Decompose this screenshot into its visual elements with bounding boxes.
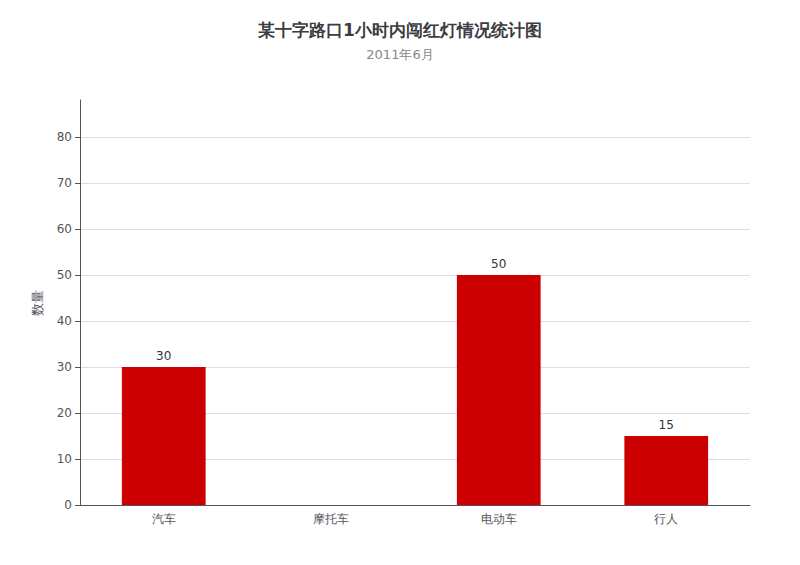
svg-text:汽车: 汽车	[152, 512, 176, 526]
svg-text:15: 15	[659, 418, 674, 432]
svg-text:0: 0	[64, 498, 72, 512]
svg-text:40: 40	[57, 314, 72, 328]
svg-text:2011年6月: 2011年6月	[366, 47, 433, 62]
svg-text:行人: 行人	[654, 512, 678, 526]
svg-text:30: 30	[156, 349, 171, 363]
svg-text:50: 50	[57, 268, 72, 282]
svg-text:10: 10	[57, 452, 72, 466]
svg-text:60: 60	[57, 222, 72, 236]
svg-text:70: 70	[57, 176, 72, 190]
svg-text:20: 20	[57, 406, 72, 420]
svg-text:电动车: 电动车	[481, 512, 517, 526]
svg-text:30: 30	[57, 360, 72, 374]
svg-text:摩托车: 摩托车	[313, 512, 349, 526]
svg-text:某十字路口1小时内闯红灯情况统计图: 某十字路口1小时内闯红灯情况统计图	[257, 20, 542, 40]
svg-text:50: 50	[491, 257, 506, 271]
svg-text:80: 80	[57, 130, 72, 144]
svg-text:数量: 数量	[30, 290, 45, 316]
